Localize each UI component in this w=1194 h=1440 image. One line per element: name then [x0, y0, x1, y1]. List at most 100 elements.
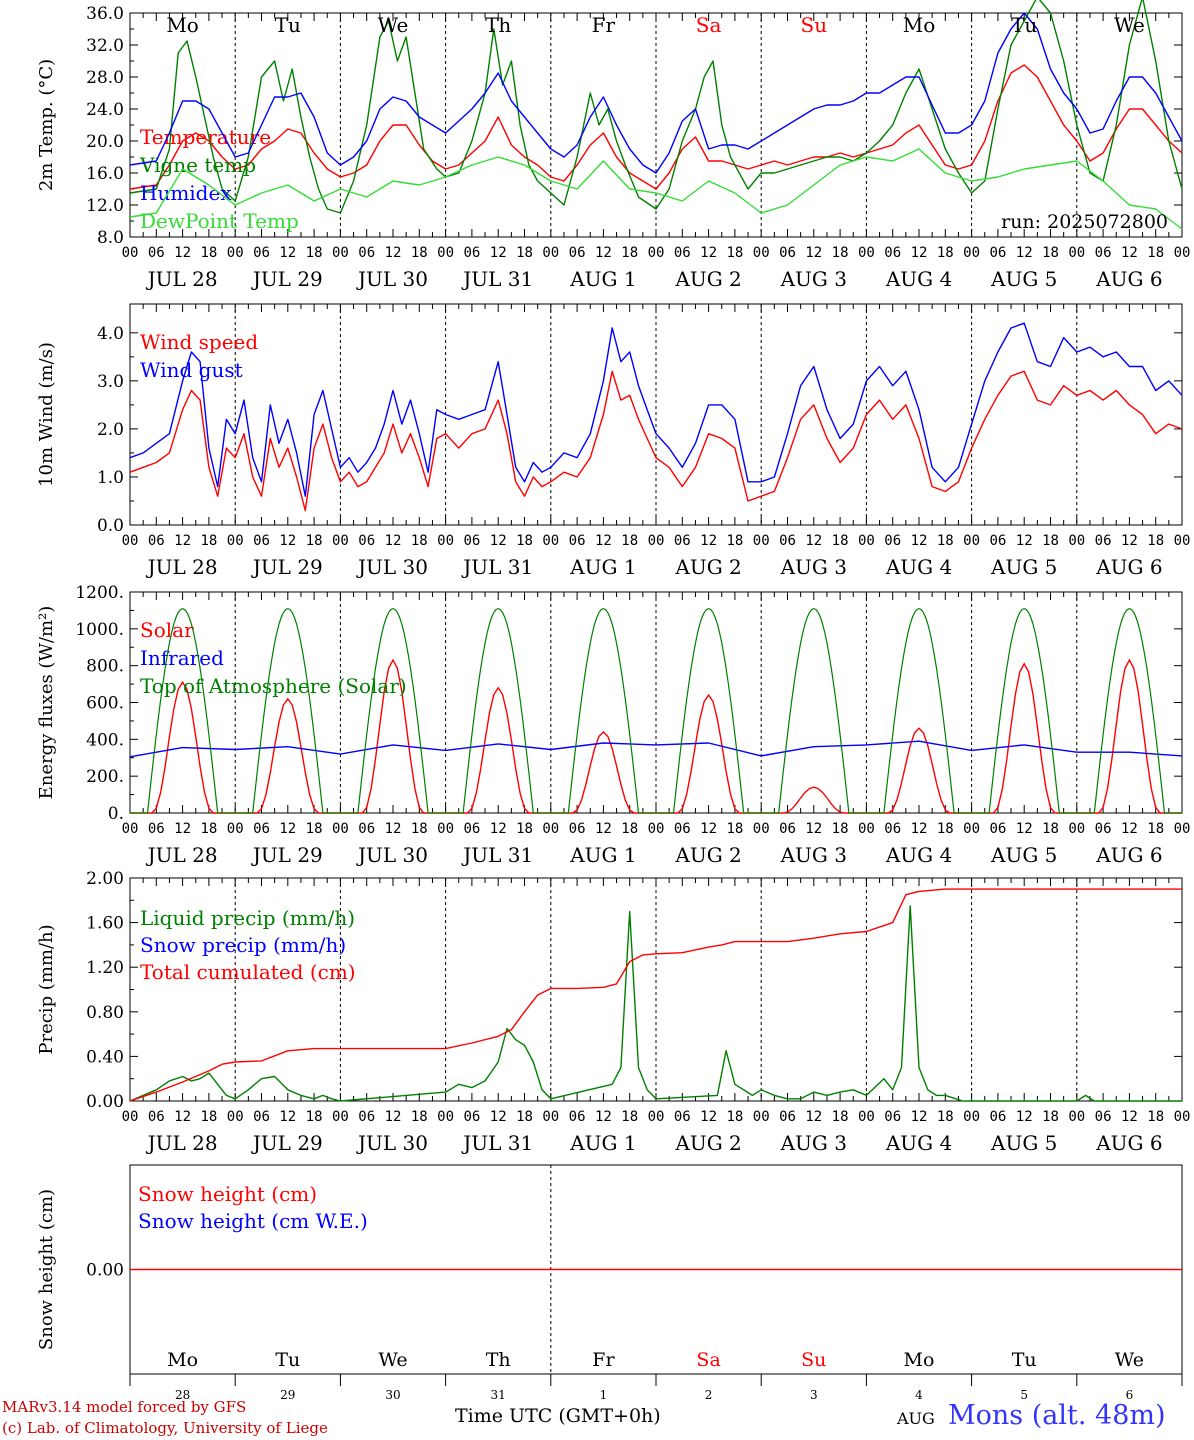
date-label: AUG 6 [1095, 1131, 1162, 1155]
hour-tick-label: 18 [516, 245, 533, 261]
date-label: AUG 2 [674, 1131, 741, 1155]
hour-tick-label: 06 [253, 245, 270, 261]
hour-tick-label: 12 [279, 821, 296, 837]
hour-tick-label: 06 [358, 533, 375, 549]
hour-tick-label: 18 [516, 821, 533, 837]
hour-tick-label: 00 [753, 1109, 770, 1125]
station-label: Mons (alt. 48m) [948, 1400, 1166, 1431]
y-tick-label: 2.00 [86, 869, 124, 889]
hour-tick-label: 12 [805, 533, 822, 549]
hour-tick-label: 18 [937, 821, 954, 837]
hour-tick-label: 12 [490, 533, 507, 549]
hour-tick-label: 00 [1174, 821, 1191, 837]
date-label: AUG 5 [990, 1131, 1057, 1155]
y-tick-label: 0.40 [86, 1047, 124, 1067]
month-label: AUG [897, 1409, 935, 1428]
hour-tick-label: 18 [200, 821, 217, 837]
hour-tick-label: 06 [779, 821, 796, 837]
hour-tick-label: 18 [1147, 533, 1164, 549]
hour-tick-label: 18 [832, 1109, 849, 1125]
y-tick-label: 28.0 [86, 68, 124, 88]
hour-tick-label: 18 [621, 821, 638, 837]
date-label: AUG 5 [990, 843, 1057, 867]
hour-tick-label: 12 [805, 821, 822, 837]
hour-tick-label: 12 [1121, 1109, 1138, 1125]
hour-tick-label: 00 [648, 1109, 665, 1125]
date-label: JUL 31 [461, 555, 533, 579]
date-label: JUL 29 [251, 843, 323, 867]
series-line-humidex [129, 12, 1183, 174]
date-label: AUG 2 [674, 555, 741, 579]
y-tick-label: 4.0 [97, 324, 124, 344]
hour-tick-label: 06 [674, 533, 691, 549]
hour-tick-label: 00 [648, 245, 665, 261]
hour-tick-label: 00 [542, 821, 559, 837]
hour-tick-label: 00 [542, 1109, 559, 1125]
hour-tick-label: 00 [1174, 1109, 1191, 1125]
hour-tick-label: 00 [227, 1109, 244, 1125]
hour-tick-label: 12 [279, 245, 296, 261]
hour-tick-label: 12 [595, 533, 612, 549]
hour-tick-label: 12 [700, 245, 717, 261]
hour-tick-label: 06 [674, 245, 691, 261]
legend-entry: Wind gust [140, 358, 243, 382]
date-label: AUG 3 [780, 555, 847, 579]
legend-entry: Wind speed [140, 330, 258, 354]
weekday-label: Su [801, 13, 828, 37]
day-number-label: 4 [915, 1388, 923, 1402]
day-number-label: 3 [810, 1388, 818, 1402]
hour-tick-label: 00 [437, 533, 454, 549]
series-line-liquid-precip-mm-h- [129, 905, 1182, 1102]
y-tick-label: 1200. [75, 583, 124, 603]
hour-tick-label: 00 [858, 245, 875, 261]
hour-tick-label: 06 [989, 245, 1006, 261]
hour-tick-label: 18 [937, 533, 954, 549]
date-label: JUL 28 [146, 555, 218, 579]
hour-tick-label: 06 [884, 245, 901, 261]
hour-tick-label: 12 [279, 533, 296, 549]
hour-tick-label: 12 [1121, 821, 1138, 837]
hour-tick-label: 06 [253, 821, 270, 837]
date-label: AUG 4 [885, 843, 952, 867]
hour-tick-label: 18 [726, 245, 743, 261]
hour-tick-label: 18 [726, 533, 743, 549]
hour-tick-label: 18 [1147, 245, 1164, 261]
hour-tick-label: 06 [989, 1109, 1006, 1125]
day-number-label: 2 [705, 1388, 713, 1402]
hour-tick-label: 18 [726, 821, 743, 837]
credit-lab: (c) Lab. of Climatology, University of L… [2, 1419, 328, 1437]
hour-tick-label: 18 [726, 1109, 743, 1125]
hour-tick-label: 12 [911, 821, 928, 837]
hour-tick-label: 06 [989, 533, 1006, 549]
hour-tick-label: 12 [279, 1109, 296, 1125]
weekday-label: Fr [592, 1349, 615, 1371]
hour-tick-label: 00 [437, 1109, 454, 1125]
weekday-label: Tu [1012, 1349, 1037, 1371]
hour-tick-label: 06 [358, 1109, 375, 1125]
date-label: AUG 4 [885, 267, 952, 291]
hour-tick-label: 06 [1095, 1109, 1112, 1125]
legend-entry: Solar [140, 618, 194, 642]
series-line-infrared [129, 740, 1183, 758]
hour-tick-label: 18 [621, 245, 638, 261]
hour-tick-label: 00 [1174, 533, 1191, 549]
hour-tick-label: 00 [332, 245, 349, 261]
y-tick-label: 1.60 [86, 914, 124, 934]
date-label: AUG 5 [990, 267, 1057, 291]
legend-entry: Infrared [140, 646, 224, 670]
hour-tick-label: 18 [516, 1109, 533, 1125]
date-label: JUL 31 [461, 1131, 533, 1155]
series-line-dewpoint-temp [129, 148, 1183, 230]
hour-tick-label: 06 [148, 1109, 165, 1125]
hour-tick-label: 12 [700, 533, 717, 549]
y-tick-label: 8.0 [97, 228, 124, 248]
hour-tick-label: 00 [1068, 245, 1085, 261]
legend-entry: Temperature [140, 125, 271, 149]
series-line-vigne-temp [129, 0, 1183, 214]
hour-tick-label: 18 [1042, 245, 1059, 261]
hour-tick-label: 12 [700, 821, 717, 837]
hour-tick-label: 18 [200, 1109, 217, 1125]
y-tick-label: 1000. [75, 620, 124, 640]
date-label: JUL 29 [251, 267, 323, 291]
weekday-label: We [1114, 13, 1145, 37]
